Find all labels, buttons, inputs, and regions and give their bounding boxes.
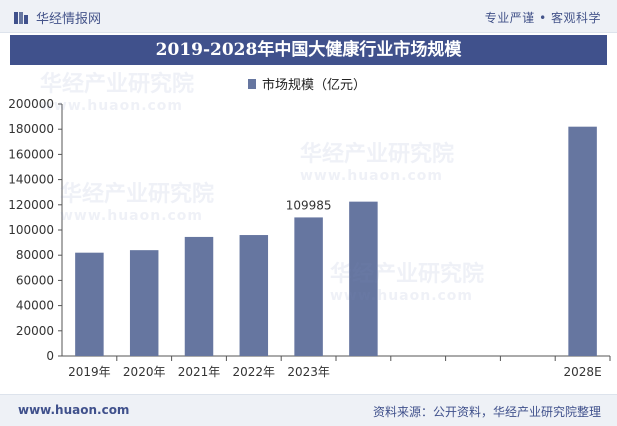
y-tick-label: 100000 [8,223,54,237]
x-tick-label: 2023年 [287,365,330,379]
y-tick-label: 80000 [16,248,54,262]
chart-legend: 市场规模（亿元） [248,74,366,93]
brand[interactable]: 华经情报网 [14,8,101,27]
y-tick-label: 180000 [8,122,54,136]
bar [75,252,104,356]
legend-swatch [248,78,256,89]
bar [129,250,159,356]
tagline: 专业严谨 • 客观科学 [484,11,601,25]
y-tick-label: 140000 [8,173,54,187]
y-tick-label: 20000 [16,324,54,338]
footer-source: 资料来源：公开资料，华经产业研究院整理 [372,405,601,419]
x-tick-label: 2028E [564,365,602,379]
bar [349,201,378,356]
x-tick-label: 2019年 [68,365,111,379]
bar [184,236,214,356]
y-tick-label: 40000 [16,299,54,313]
y-tick-label: 0 [46,349,54,363]
chart-title: 2019-2028年中国大健康行业市场规模 [10,35,607,65]
x-tick-label: 2020年 [123,365,166,379]
bar [294,217,323,356]
y-tick-label: 60000 [16,273,54,287]
chart-area: 华经产业研究院 www.huaon.com 华经产业研究院 www.huaon.… [0,66,617,391]
y-tick-label: 120000 [8,198,54,212]
footer: www.huaon.com 资料来源：公开资料，华经产业研究院整理 [0,394,617,426]
x-tick-label: 2021年 [178,365,221,379]
y-tick-label: 200000 [8,97,54,111]
bar [568,126,597,357]
data-label: 109985 [286,198,332,212]
brand-name: 华经情报网 [36,12,102,27]
bar [239,235,269,356]
y-tick-label: 160000 [8,147,54,161]
footer-url[interactable]: www.huaon.com [18,403,130,417]
bar-chart: 0 20000 40000 60000 80000 100000 120000 140000 1… [8,97,611,379]
x-tick-label: 2022年 [233,365,276,379]
brand-logo-icon [14,11,28,24]
top-bar: 华经情报网 专业严谨 • 客观科学 [0,0,617,33]
legend-label: 市场规模（亿元） [262,78,367,93]
